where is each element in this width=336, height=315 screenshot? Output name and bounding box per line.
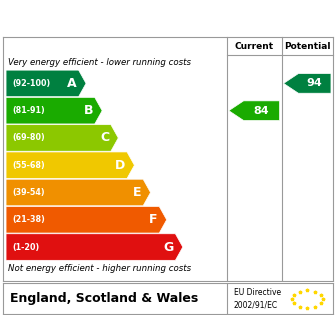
Text: E: E (133, 186, 141, 199)
Polygon shape (6, 70, 86, 97)
Text: Very energy efficient - lower running costs: Very energy efficient - lower running co… (8, 58, 192, 66)
Text: Energy Efficiency Rating: Energy Efficiency Rating (10, 11, 220, 26)
Text: England, Scotland & Wales: England, Scotland & Wales (10, 292, 198, 305)
Text: C: C (100, 131, 109, 145)
Text: Potential: Potential (284, 42, 330, 50)
Polygon shape (6, 97, 102, 124)
Text: (21-38): (21-38) (13, 215, 46, 224)
Polygon shape (6, 125, 118, 151)
Text: F: F (149, 213, 158, 226)
Text: G: G (163, 241, 174, 254)
Text: B: B (84, 104, 93, 117)
Text: (69-80): (69-80) (13, 134, 45, 142)
Text: Current: Current (235, 42, 274, 50)
Polygon shape (6, 207, 167, 233)
Polygon shape (284, 74, 331, 93)
Text: (1-20): (1-20) (13, 243, 40, 252)
Text: 94: 94 (307, 78, 323, 89)
Polygon shape (6, 179, 151, 206)
Text: D: D (115, 159, 125, 172)
Text: (55-68): (55-68) (13, 161, 45, 170)
Text: (92-100): (92-100) (13, 79, 51, 88)
Text: (81-91): (81-91) (13, 106, 45, 115)
Polygon shape (6, 234, 183, 260)
Polygon shape (229, 101, 280, 121)
Text: 84: 84 (254, 106, 269, 116)
Text: A: A (67, 77, 77, 90)
Text: 2002/91/EC: 2002/91/EC (234, 301, 278, 310)
Text: Not energy efficient - higher running costs: Not energy efficient - higher running co… (8, 264, 192, 273)
Text: EU Directive: EU Directive (234, 288, 281, 297)
Polygon shape (6, 152, 134, 179)
Text: (39-54): (39-54) (13, 188, 45, 197)
